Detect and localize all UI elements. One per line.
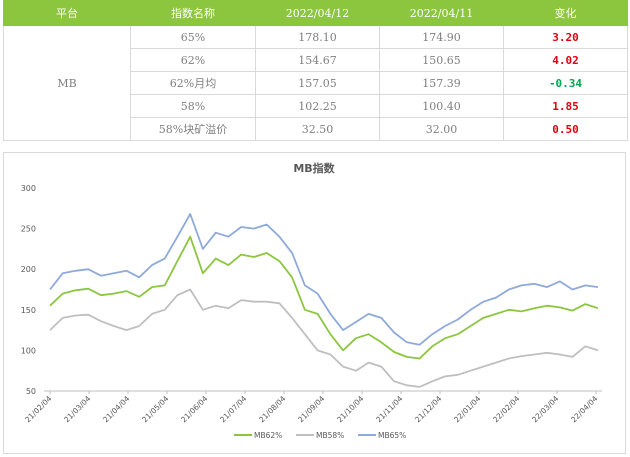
table-row: 58% 102.25 100.40 1.85 — [4, 94, 628, 118]
y-tick-label: 250 — [21, 225, 36, 234]
x-tick-label: 22/04/04 — [569, 394, 599, 424]
index-name-cell: 65% — [130, 25, 256, 49]
value-cell-date-1: 178.10 — [255, 25, 380, 49]
x-tick-label: 21/09/04 — [296, 394, 326, 424]
platform-cell: MB — [3, 25, 131, 141]
header-change: 变化 — [503, 0, 628, 26]
header-index-name: 指数名称 — [130, 0, 256, 26]
series-line-mb65 — [49, 213, 599, 346]
table-header-row: 平台 指数名称 2022/04/12 2022/04/11 变化 — [3, 0, 628, 26]
index-name-cell: 58% — [130, 94, 256, 118]
change-cell: 0.50 — [503, 117, 628, 141]
change-cell: -0.34 — [503, 71, 628, 95]
x-tick-label: 22/02/04 — [491, 394, 521, 424]
mb-index-line-chart: MB指数 50 100 150 200 250 300 21/02/04 21/03/04 21… — [21, 161, 602, 440]
y-tick-label: 200 — [21, 265, 36, 274]
index-name-cell: 62%月均 — [130, 71, 256, 95]
x-tick-label: 22/03/04 — [530, 394, 560, 424]
index-name-cell: 62% — [130, 48, 256, 72]
index-name-cell: 58%块矿溢价 — [130, 117, 256, 141]
y-tick-label: 50 — [26, 387, 36, 396]
change-cell: 3.20 — [503, 25, 628, 49]
table-row: 62% 154.67 150.65 4.02 — [4, 48, 628, 72]
legend-label: MB65% — [378, 431, 406, 440]
table-row: 58%块矿溢价 32.50 32.00 0.50 — [4, 117, 628, 141]
x-tick-label: 21/10/04 — [335, 394, 365, 424]
table-row: 62%月均 157.05 157.39 -0.34 — [4, 71, 628, 95]
value-cell-date-2: 174.90 — [379, 25, 504, 49]
y-tick-label: 100 — [21, 346, 36, 355]
change-cell: 1.85 — [503, 94, 628, 118]
series-line-mb62 — [49, 235, 599, 360]
value-cell-date-2: 100.40 — [379, 94, 504, 118]
x-tick-label: 21/03/04 — [62, 394, 92, 424]
value-cell-date-2: 32.00 — [379, 117, 504, 141]
mb-index-table: 平台 指数名称 2022/04/12 2022/04/11 变化 MB 65% … — [3, 0, 628, 141]
mb-index-table-wrapper: 平台 指数名称 2022/04/12 2022/04/11 变化 MB 65% … — [3, 0, 628, 141]
value-cell-date-1: 32.50 — [255, 117, 380, 141]
y-tick-label: 300 — [21, 184, 36, 193]
x-tick-label: 21/08/04 — [257, 394, 287, 424]
x-tick-label: 21/04/04 — [101, 394, 131, 424]
value-cell-date-1: 157.05 — [255, 71, 380, 95]
mb-index-chart-panel: MB指数 50 100 150 200 250 300 21/02/04 21/03/04 21… — [3, 152, 626, 454]
series-line-mb58 — [49, 288, 599, 388]
y-tick-label: 150 — [21, 306, 36, 315]
x-tick-label: 21/06/04 — [179, 394, 209, 424]
value-cell-date-2: 157.39 — [379, 71, 504, 95]
table-row: MB 65% 178.10 174.90 3.20 — [3, 25, 628, 141]
x-tick-label: 21/07/04 — [218, 394, 248, 424]
header-platform: 平台 — [3, 0, 131, 26]
x-tick-label: 21/12/04 — [413, 394, 443, 424]
x-tick-label: 21/05/04 — [140, 394, 170, 424]
chart-title: MB指数 — [293, 161, 335, 175]
legend-label: MB62% — [254, 431, 282, 440]
x-tick-label: 21/02/04 — [23, 394, 53, 424]
change-cell: 4.02 — [503, 48, 628, 72]
x-tick-label: 21/11/04 — [374, 394, 404, 424]
value-cell-date-1: 154.67 — [255, 48, 380, 72]
header-date-1: 2022/04/12 — [255, 0, 380, 26]
legend-label: MB58% — [316, 431, 344, 440]
value-cell-date-1: 102.25 — [255, 94, 380, 118]
value-cell-date-2: 150.65 — [379, 48, 504, 72]
header-date-2: 2022/04/11 — [379, 0, 504, 26]
x-tick-label: 22/01/04 — [452, 394, 482, 424]
